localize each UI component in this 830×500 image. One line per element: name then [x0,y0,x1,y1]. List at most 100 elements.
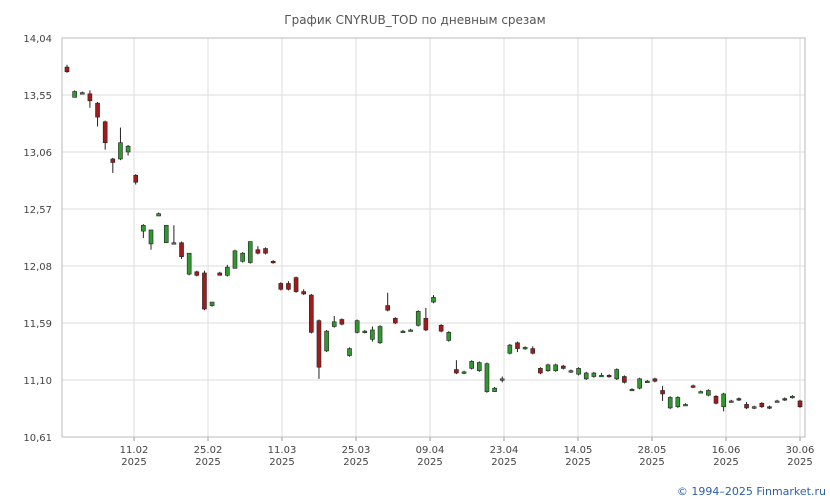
candle-body-down [278,283,284,290]
candle [87,90,93,108]
candle-body-up [446,332,452,341]
candle-body-up [156,213,161,217]
candle-body-up [583,372,589,380]
x-tick-date: 09.04 [416,445,445,456]
candle-body-down [797,400,803,408]
candle-body-up [141,224,146,232]
candle [499,376,505,383]
candle [583,371,589,380]
candle-body-up [148,229,154,245]
candle-body-down [561,365,566,369]
candle-body-up [431,297,436,303]
candle-body-up [790,395,795,399]
candle [79,91,85,95]
candle [72,90,77,98]
candle-body-up [728,400,734,403]
candle [591,371,597,378]
candle [721,392,726,412]
candle [454,360,459,375]
candle [790,395,795,399]
copyright-link[interactable]: © 1994–2025 Finmarket.ru [677,485,826,498]
candle [667,396,673,410]
candle [324,329,329,353]
candle-body-up [484,363,490,392]
candle-body-up [370,329,375,340]
candle-body-down [782,398,788,401]
candle-body-down [438,325,444,332]
y-tick-label: 13,06 [23,148,52,159]
candle-body-up [599,375,604,378]
x-tick-year: 2025 [417,457,442,468]
candle-body-down [194,271,200,276]
candle [301,289,306,296]
candle-body-down [690,385,696,388]
candle-body-down [713,395,719,404]
candle [782,397,788,401]
y-tick-label: 14,04 [23,34,52,45]
candle-body-up [675,397,681,408]
candle [385,292,390,312]
candle-body-down [454,369,459,374]
candle [644,380,650,383]
candles [64,64,803,412]
x-tick-year: 2025 [195,457,220,468]
candle [446,331,452,342]
candle-body-down [538,368,543,374]
candle-body-up [499,378,505,381]
candle [64,64,70,73]
candle [629,388,635,392]
x-tick-date: 11.02 [120,445,149,456]
candle-body-up [461,371,467,374]
candle [339,318,345,326]
candle [553,363,558,372]
candle-body-down [622,376,627,383]
candle-body-up [362,330,368,333]
x-tick-date: 14.05 [564,445,593,456]
candle [400,329,406,333]
candle [767,405,772,410]
candle-body-up [568,370,574,373]
candle-body-up [377,326,383,344]
candle [156,212,161,217]
candle [522,346,528,350]
grid [62,37,805,438]
candle [469,360,474,370]
candle-body-up [545,364,551,371]
y-tick-label: 13,55 [23,91,52,102]
candle-body-down [64,66,70,73]
candle [683,403,688,407]
candle [125,145,131,156]
candle [431,295,436,304]
candle-body-up [400,330,406,333]
candle-body-down [744,404,749,409]
candle-body-up [576,368,581,375]
candle [217,271,223,276]
candle [507,343,513,355]
y-tick-label: 12,57 [23,205,52,216]
candle-body-up [721,393,726,408]
candle-body-up [751,406,757,409]
candle-body-up [232,250,238,269]
candle-body-down [530,348,536,354]
x-tick-date: 30.06 [786,445,815,456]
candle [209,301,215,307]
candle [774,399,780,403]
candle-body-down [286,283,291,290]
x-tick-date: 11.03 [268,445,297,456]
candle-body-up [125,145,131,153]
candle [561,364,566,370]
candle [202,270,207,311]
candle [141,224,146,239]
y-axis-ticks: 14,04 13,55 13,06 12,57 12,08 11,59 11,10 10,61 [23,34,52,444]
candle [698,390,704,394]
candle [751,405,757,410]
candle [148,229,154,250]
candle-body-up [347,348,352,356]
x-tick-date: 28.05 [638,445,667,456]
candle [362,329,368,334]
candle-body-up [240,252,245,262]
candle-body-up [477,362,482,371]
x-tick-date: 25.02 [194,445,223,456]
candle [408,328,413,332]
